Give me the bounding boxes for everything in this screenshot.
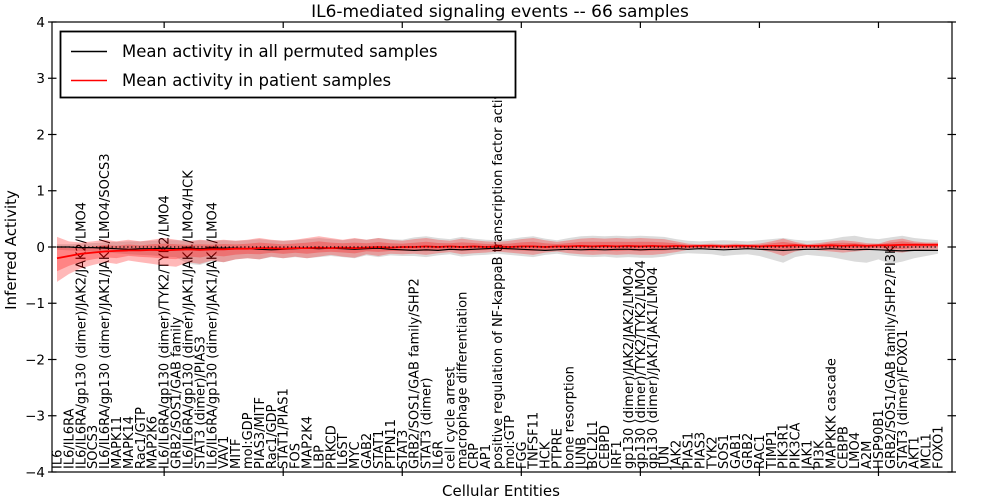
x-category-label: PIAS3 — [693, 432, 708, 469]
x-category-label: HCK — [539, 441, 554, 469]
x-category-label: MAPK11 — [110, 416, 125, 469]
y-axis-title: Inferred Activity — [2, 190, 20, 310]
x-category-label: IL6/IL6RA/gp130 (dimer)/JAK1/JAK1/LMO4/S… — [98, 154, 113, 469]
legend-box — [59, 30, 517, 99]
x-category-label: PRKCD — [324, 425, 339, 469]
x-category-label: macrophage differentiation — [455, 292, 470, 469]
x-category-label: FGG — [515, 441, 530, 469]
x-category-label: positive regulation of NF-kappaB transcr… — [491, 75, 506, 469]
x-category-label: MYC — [348, 441, 363, 469]
axes: −4 −3 −2 −1 0 1 2 3 4 — [25, 15, 956, 481]
x-category-label: SOCS3 — [86, 425, 101, 469]
x-category-label: PI3K — [812, 440, 827, 469]
x-category-label: GRB2/SOS1/GAB family/SHP2/PI3K — [884, 245, 899, 469]
y-tick-label: −3 — [25, 409, 45, 425]
x-category-label: FOXO1 — [932, 426, 947, 469]
y-tick-label: 1 — [36, 184, 45, 200]
x-category-label: MAP2K4 — [301, 416, 316, 469]
x-category-label: CEBPB — [836, 426, 851, 469]
y-tick-label: −2 — [25, 352, 45, 368]
x-category-label: LMO4 — [848, 432, 863, 469]
x-category-label: mol:GTP — [503, 415, 518, 469]
x-category-label: IL6/IL6RA/gp130 (dimer)/TYK2/TYK2/LMO4 — [158, 195, 173, 469]
x-category-label: Rac1/GTP — [134, 407, 149, 469]
y-tick-label: 2 — [36, 127, 45, 143]
y-tick-label: 0 — [36, 240, 45, 256]
x-category-label: CRP — [467, 443, 482, 469]
x-category-label: PIK3R1 — [777, 423, 792, 469]
x-category-label: FOS — [289, 443, 304, 469]
y-tick-label: −1 — [25, 296, 45, 312]
patient-mean-line — [56, 243, 938, 260]
x-category-label: mol:GDP — [241, 412, 256, 469]
x-category-label: PTPN11 — [384, 419, 399, 469]
x-category-label: cell cycle arrest — [443, 367, 458, 469]
x-category-label: IRF1 — [610, 440, 625, 469]
permuted-mean-line — [57, 246, 938, 252]
x-category-label: PIK3CA — [789, 422, 804, 469]
x-category-label: HSP90B1 — [872, 409, 887, 469]
legend: Mean activity in all permuted samples Me… — [59, 30, 517, 99]
x-category-label: RAC1 — [753, 434, 768, 469]
x-category-label: IL6 — [51, 450, 66, 469]
x-category-label: GRB2/SOS1/GAB family/SHP2 — [408, 278, 423, 469]
x-category-label: IL6/IL6RA/gp130 (dimer)/JAK1/JAK1/LMO4/H… — [182, 170, 197, 469]
x-category-label: MAPKKK cascade — [824, 358, 839, 469]
permuted-std-band — [57, 235, 938, 265]
x-category-label: bone resorption — [562, 366, 577, 469]
y-tick-label: 3 — [36, 71, 45, 87]
x-category-label: MCL1 — [920, 433, 935, 469]
x-category-label: IL6/IL6RA — [62, 408, 77, 469]
x-category-label: JAK2 — [670, 440, 685, 470]
x-category-label: MAP2K6 — [146, 416, 161, 469]
x-category-label: A2M — [860, 441, 875, 469]
x-category-label: PIAS1 — [682, 432, 697, 469]
x-category-label: IL6ST — [336, 433, 351, 469]
x-category-label: GAB2 — [360, 433, 375, 469]
x-category-label: CEBPD — [598, 425, 613, 469]
x-category-label: TYK2 — [705, 436, 720, 470]
y-tick-label: 4 — [36, 15, 45, 31]
x-category-label: STAT3 — [396, 430, 411, 469]
x-axis-title: Cellular Entities — [442, 482, 560, 500]
x-category-label: gp130 (dimer)/JAK2/JAK2/LMO4 — [622, 267, 637, 469]
x-category-label: PIAS3/MITF — [253, 397, 268, 469]
x-category-label: MAPK14 — [122, 416, 137, 469]
x-category-label: VAV1 — [217, 436, 232, 469]
mean-lines — [56, 243, 938, 260]
x-category-label: AP1 — [479, 444, 494, 469]
y-tick-label: −4 — [25, 465, 45, 481]
x-category-label: Rac1/GDP — [265, 404, 280, 469]
x-category-label: MITF — [229, 439, 244, 469]
x-category-label: gp130 (dimer)/TYK2/TYK2/LMO4 — [634, 260, 649, 469]
legend-label-patient: Mean activity in patient samples — [122, 71, 391, 90]
x-category-label: BCL2L1 — [586, 420, 601, 469]
x-category-label: GRB2 — [741, 433, 756, 469]
x-category-label: IL6/IL6RA/gp130 (dimer)/JAK2/JAK2/LMO4 — [74, 202, 89, 469]
legend-label-permuted: Mean activity in all permuted samples — [122, 42, 438, 61]
x-category-label: AKT1 — [908, 436, 923, 469]
x-category-label: STAT1 — [372, 430, 387, 469]
x-category-label: gp130 (dimer)/JAK1/JAK1/LMO4 — [646, 267, 661, 469]
x-category-label: IL6/IL6RA/gp130 (dimer)/JAK1/JAK1/LMO4 — [205, 202, 220, 469]
x-category-label: LBP — [312, 445, 327, 469]
x-category-label: JUN — [658, 446, 673, 470]
x-category-label: PTPRE — [551, 428, 566, 469]
x-category-label: STAT3 (dimer)/FOXO1 — [896, 330, 911, 469]
x-category-label: STAT3 (dimer)/PIAS3 — [193, 336, 208, 469]
chart-title: IL6-mediated signaling events -- 66 samp… — [311, 2, 689, 22]
x-category-label: IL6R — [432, 441, 447, 469]
x-category-label: JUNB — [574, 437, 589, 470]
x-category-label: TNFSF11 — [527, 412, 542, 470]
x-category-label: JAK1 — [801, 440, 816, 470]
x-category-label: GAB1 — [729, 433, 744, 469]
x-category-label: STAT3 (dimer) — [420, 378, 435, 469]
x-category-label: SOS1 — [717, 434, 732, 469]
x-category-label: GRB2/SOS1/GAB family — [170, 316, 185, 469]
x-category-label: STAT1/PIAS1 — [277, 388, 292, 469]
x-category-label: TIMP1 — [765, 430, 780, 470]
